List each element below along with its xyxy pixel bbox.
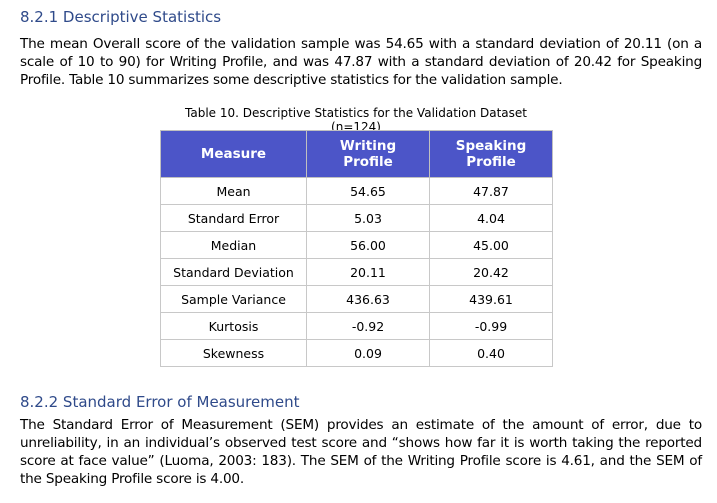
table-row: Standard Deviation 20.11 20.42 — [160, 258, 553, 286]
value-cell: 4.04 — [429, 204, 553, 232]
table-row: Standard Error 5.03 4.04 — [160, 204, 553, 232]
value-cell: 439.61 — [429, 285, 553, 313]
measure-cell: Skewness — [160, 339, 307, 367]
stats-table: Measure Writing Profile Speaking Profile… — [160, 130, 553, 367]
value-cell: 436.63 — [306, 285, 430, 313]
header-cell: Writing Profile — [306, 130, 430, 178]
paragraph: The Standard Error of Measurement (SEM) … — [20, 417, 702, 487]
measure-cell: Standard Deviation — [160, 258, 307, 286]
header-row: Measure Writing Profile Speaking Profile — [160, 130, 553, 178]
paragraph: The mean Overall score of the validation… — [20, 36, 702, 88]
measure-cell: Sample Variance — [160, 285, 307, 313]
value-cell: 54.65 — [306, 177, 430, 205]
measure-cell: Kurtosis — [160, 312, 307, 340]
measure-cell: Mean — [160, 177, 307, 205]
value-cell: 0.40 — [429, 339, 553, 367]
value-cell: 20.11 — [306, 258, 430, 286]
value-cell: 20.42 — [429, 258, 553, 286]
value-cell: 56.00 — [306, 231, 430, 259]
table-row: Mean 54.65 47.87 — [160, 177, 553, 205]
table-row: Median 56.00 45.00 — [160, 231, 553, 259]
measure-cell: Standard Error — [160, 204, 307, 232]
value-cell: 0.09 — [306, 339, 430, 367]
header-cell: Measure — [160, 130, 307, 178]
measure-cell: Median — [160, 231, 307, 259]
table-row: Kurtosis -0.92 -0.99 — [160, 312, 553, 340]
value-cell: 47.87 — [429, 177, 553, 205]
value-cell: 45.00 — [429, 231, 553, 259]
value-cell: -0.92 — [306, 312, 430, 340]
section-heading: 8.2.2 Standard Error of Measurement — [20, 393, 300, 411]
table-row: Sample Variance 436.63 439.61 — [160, 285, 553, 313]
table-body: Mean 54.65 47.87 Standard Error 5.03 4.04 Medi… — [160, 177, 553, 367]
table-row: Skewness 0.09 0.40 — [160, 339, 553, 367]
header-text: Speaking Profile — [455, 138, 527, 170]
value-cell: 5.03 — [306, 204, 430, 232]
header-text: Writing Profile — [339, 138, 397, 170]
header-cell: Speaking Profile — [429, 130, 553, 178]
section-heading: 8.2.1 Descriptive Statistics — [20, 8, 222, 26]
value-cell: -0.99 — [429, 312, 553, 340]
